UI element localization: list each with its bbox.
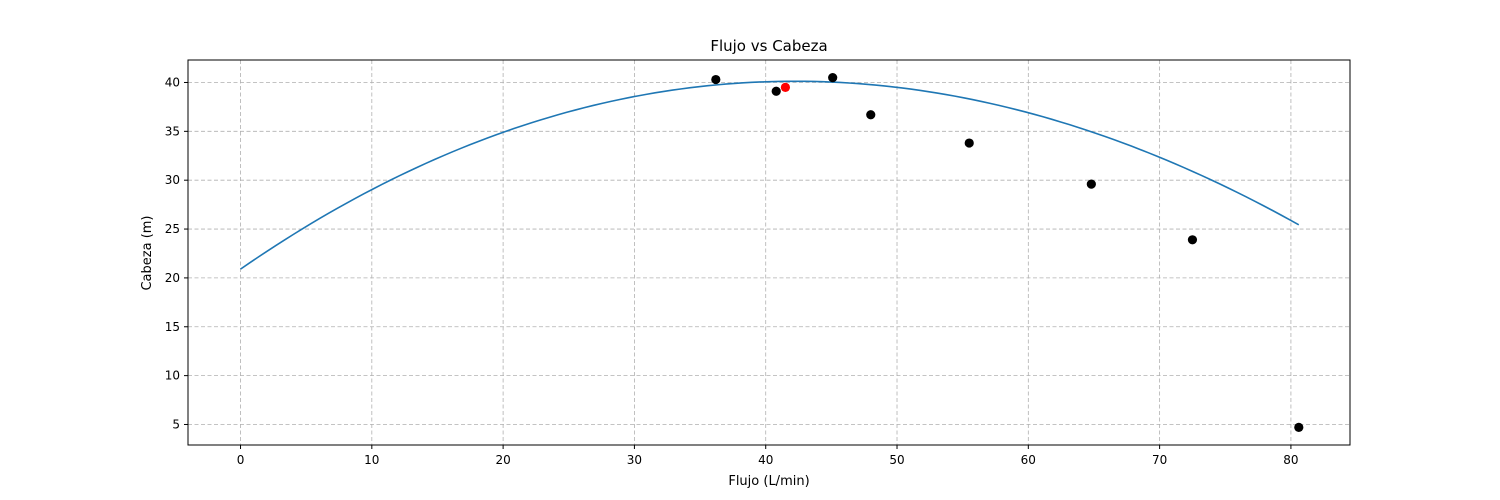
x-tick-label: 30 — [627, 453, 642, 467]
x-tick-label: 70 — [1152, 453, 1167, 467]
ticks: 0 10 20 30 40 50 60 70 80 5 10 15 20 25 30 35 40 — [165, 75, 1299, 467]
data-point — [1294, 422, 1304, 433]
data-point — [866, 110, 876, 120]
data-point — [771, 86, 781, 96]
y-tick-label: 15 — [165, 320, 180, 334]
data-point — [964, 138, 974, 148]
fit-curve-line — [240, 80, 1300, 270]
data-point — [828, 72, 838, 83]
y-tick-label: 10 — [165, 369, 180, 383]
y-axis-label: Cabeza (m) — [140, 215, 155, 290]
y-tick-label: 35 — [165, 124, 180, 138]
y-tick-label: 5 — [172, 417, 180, 431]
highlighted-point — [780, 82, 791, 92]
x-tick-label: 20 — [495, 453, 510, 467]
y-tick-label: 30 — [165, 173, 180, 187]
x-tick-label: 50 — [889, 453, 904, 467]
x-tick-label: 60 — [1021, 453, 1036, 467]
y-tick-label: 25 — [165, 222, 180, 236]
axes-frame — [187, 59, 1351, 446]
data-point — [711, 74, 721, 85]
grid — [188, 60, 1350, 445]
data-point — [1187, 235, 1198, 245]
plot-area — [240, 72, 1304, 433]
x-axis-label: Flujo (L/min) — [728, 474, 809, 489]
x-tick-label: 10 — [364, 453, 379, 467]
x-tick-label: 80 — [1283, 453, 1298, 467]
chart-title: Flujo vs Cabeza — [710, 37, 827, 55]
x-tick-label: 0 — [237, 453, 245, 467]
x-tick-label: 40 — [758, 453, 773, 467]
y-tick-label: 20 — [165, 271, 180, 285]
y-tick-label: 40 — [165, 75, 180, 89]
data-point — [1086, 179, 1096, 189]
